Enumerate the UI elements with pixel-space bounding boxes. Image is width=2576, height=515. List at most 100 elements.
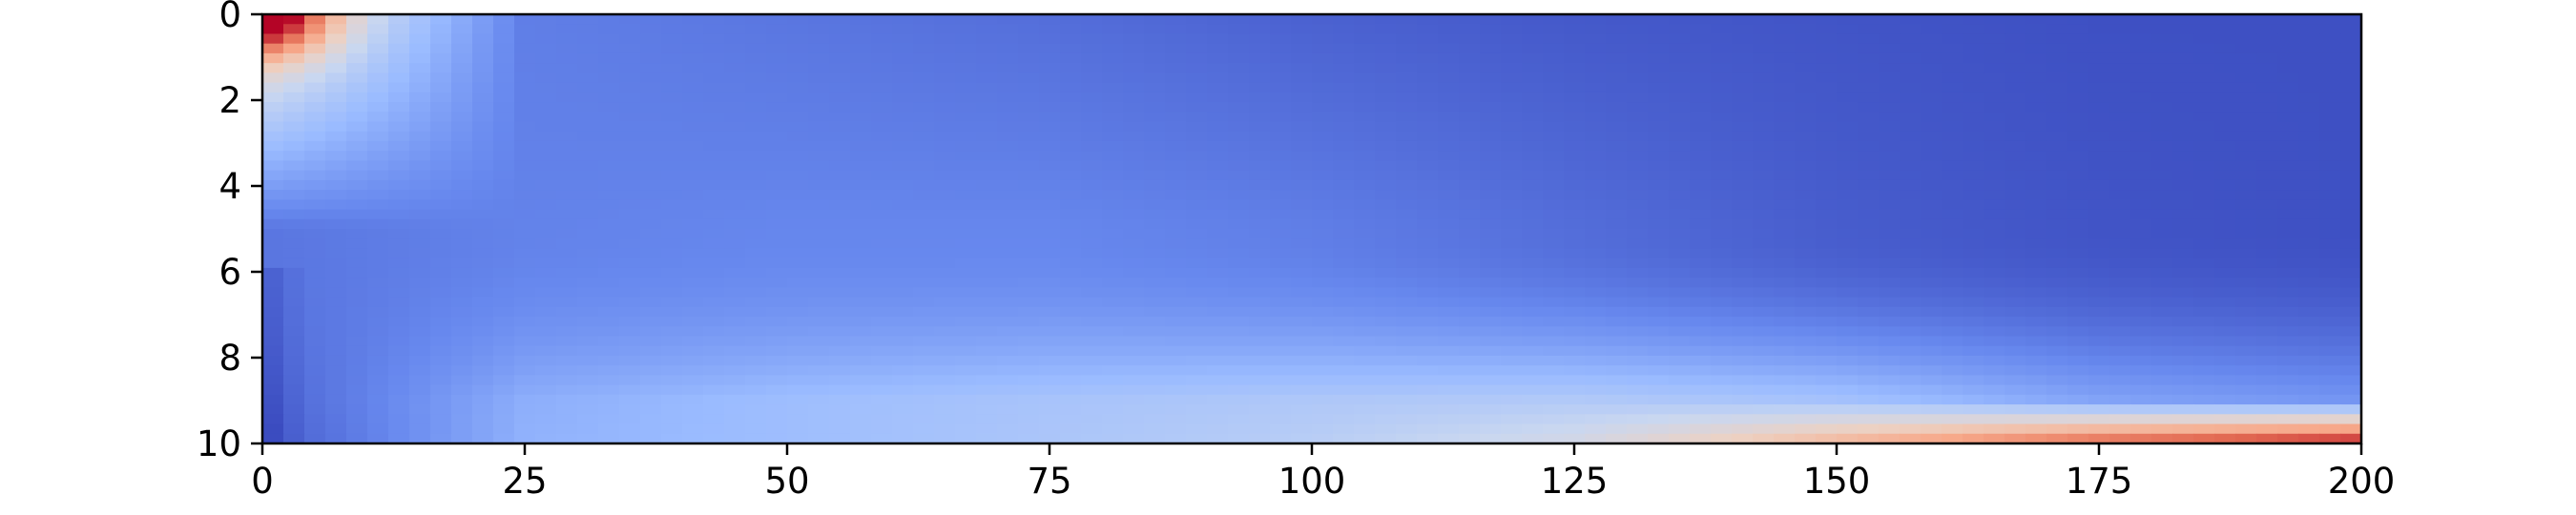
heatmap-cell (556, 287, 578, 299)
heatmap-cell (1648, 24, 1670, 35)
heatmap-cell (2172, 394, 2194, 405)
heatmap-cell (451, 82, 473, 93)
heatmap-cell (1564, 24, 1586, 35)
heatmap-cell (619, 394, 641, 405)
heatmap-cell (1900, 52, 1922, 64)
heatmap-cell (1543, 24, 1565, 35)
heatmap-cell (451, 278, 473, 288)
heatmap-cell (934, 375, 956, 386)
heatmap-cell (1270, 287, 1292, 299)
heatmap-cell (2025, 404, 2047, 415)
heatmap-cell (325, 229, 347, 239)
heatmap-cell (2298, 63, 2320, 73)
heatmap-cell (850, 375, 872, 386)
heatmap-cell (640, 52, 662, 64)
heatmap-cell (1438, 63, 1460, 73)
heatmap-cell (892, 52, 914, 64)
heatmap-cell (661, 151, 683, 162)
heatmap-cell (2172, 190, 2194, 200)
heatmap-cell (829, 365, 851, 377)
heatmap-cell (1039, 121, 1061, 133)
heatmap-cell (2088, 423, 2110, 435)
heatmap-cell (1963, 43, 1984, 54)
heatmap-cell (640, 63, 662, 73)
heatmap-cell (1333, 170, 1355, 181)
heatmap-cell (535, 258, 557, 269)
heatmap-cell (703, 102, 725, 113)
heatmap-cell (367, 384, 389, 396)
heatmap-cell (2193, 287, 2215, 299)
heatmap-cell (1585, 131, 1607, 142)
heatmap-cell (787, 140, 809, 152)
heatmap-cell (514, 63, 536, 73)
heatmap-cell (2151, 63, 2173, 73)
heatmap-cell (1711, 121, 1733, 133)
heatmap-cell (766, 414, 788, 425)
heatmap-cell (1564, 297, 1586, 308)
heatmap-cell (661, 258, 683, 269)
heatmap-cell (619, 404, 641, 415)
heatmap-cell (976, 170, 998, 181)
heatmap-cell (1879, 82, 1901, 93)
heatmap-cell (2235, 306, 2257, 318)
heatmap-cell (1879, 384, 1901, 396)
heatmap-cell (1879, 278, 1901, 288)
heatmap-cell (661, 160, 683, 172)
heatmap-cell (1732, 131, 1754, 142)
heatmap-cell (1984, 404, 2005, 415)
heatmap-cell (1585, 433, 1607, 444)
heatmap-cell (2172, 278, 2194, 288)
heatmap-cell (724, 43, 746, 54)
heatmap-cell (1501, 63, 1523, 73)
heatmap-cell (997, 384, 1019, 396)
heatmap-cell (724, 72, 746, 84)
heatmap-cell (787, 248, 809, 259)
heatmap-cell (1837, 209, 1859, 220)
heatmap-cell (1165, 248, 1187, 259)
heatmap-cell (1942, 278, 1963, 288)
heatmap-cell (1186, 121, 1208, 133)
heatmap-cell (2256, 209, 2278, 220)
heatmap-cell (388, 33, 410, 45)
heatmap-cell (535, 52, 557, 64)
heatmap-cell (955, 423, 977, 435)
heatmap-cell (556, 423, 578, 435)
heatmap-cell (1459, 306, 1481, 318)
heatmap-cell (661, 287, 683, 299)
heatmap-cell (556, 72, 578, 84)
heatmap-cell (1123, 160, 1145, 172)
heatmap-cell (283, 414, 305, 425)
heatmap-cell (1186, 317, 1208, 327)
heatmap-cell (325, 52, 347, 64)
heatmap-cell (787, 384, 809, 396)
heatmap-cell (1816, 160, 1838, 172)
heatmap-cell (1879, 404, 1901, 415)
heatmap-cell (724, 102, 746, 113)
heatmap-cell (1585, 190, 1607, 200)
heatmap-cell (1522, 287, 1544, 299)
heatmap-cell (1249, 52, 1271, 64)
heatmap-cell (1312, 326, 1334, 338)
heatmap-cell (556, 345, 578, 357)
heatmap-cell (2277, 384, 2299, 396)
heatmap-cell (1312, 92, 1334, 103)
heatmap-cell (1648, 82, 1670, 93)
heatmap-cell (1291, 52, 1313, 64)
heatmap-cell (1081, 151, 1103, 162)
heatmap-cell (1690, 365, 1712, 377)
heatmap-cell (493, 414, 515, 425)
heatmap-cell (346, 199, 368, 211)
heatmap-cell (1480, 365, 1502, 377)
heatmap-cell (1774, 238, 1796, 250)
heatmap-cell (2214, 345, 2236, 357)
heatmap-cell (1627, 190, 1649, 200)
heatmap-cell (1942, 63, 1963, 73)
heatmap-cell (2025, 52, 2047, 64)
heatmap-cell (2193, 317, 2215, 327)
heatmap-cell (850, 394, 872, 405)
heatmap-cell (1522, 317, 1544, 327)
heatmap-cell (1774, 297, 1796, 308)
heatmap-cell (640, 326, 662, 338)
heatmap-cell (871, 72, 893, 84)
heatmap-cell (1837, 43, 1859, 54)
